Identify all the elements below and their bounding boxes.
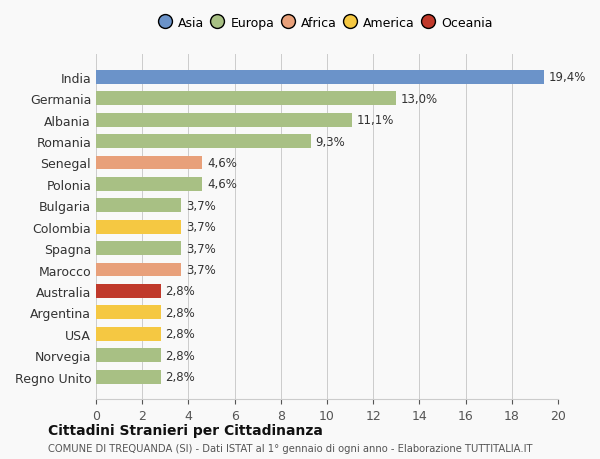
Legend: Asia, Europa, Africa, America, Oceania: Asia, Europa, Africa, America, Oceania	[162, 17, 492, 29]
Bar	[96, 178, 202, 191]
Text: Cittadini Stranieri per Cittadinanza: Cittadini Stranieri per Cittadinanza	[48, 423, 323, 437]
Bar	[96, 370, 161, 384]
Text: 3,7%: 3,7%	[186, 221, 216, 234]
Bar	[96, 306, 161, 319]
Text: 2,8%: 2,8%	[166, 370, 195, 383]
Text: COMUNE DI TREQUANDA (SI) - Dati ISTAT al 1° gennaio di ogni anno - Elaborazione : COMUNE DI TREQUANDA (SI) - Dati ISTAT al…	[48, 443, 533, 453]
Text: 2,8%: 2,8%	[166, 306, 195, 319]
Bar	[96, 220, 181, 234]
Text: 2,8%: 2,8%	[166, 349, 195, 362]
Bar	[96, 263, 181, 277]
Bar	[96, 327, 161, 341]
Text: 2,8%: 2,8%	[166, 328, 195, 341]
Bar	[96, 156, 202, 170]
Bar	[96, 348, 161, 362]
Text: 13,0%: 13,0%	[401, 93, 438, 106]
Text: 11,1%: 11,1%	[357, 114, 394, 127]
Bar	[96, 241, 181, 256]
Bar	[96, 135, 311, 149]
Bar	[96, 71, 544, 84]
Bar	[96, 199, 181, 213]
Bar	[96, 284, 161, 298]
Text: 9,3%: 9,3%	[316, 135, 345, 148]
Text: 19,4%: 19,4%	[549, 71, 586, 84]
Text: 3,7%: 3,7%	[186, 263, 216, 276]
Text: 3,7%: 3,7%	[186, 199, 216, 213]
Text: 2,8%: 2,8%	[166, 285, 195, 298]
Text: 4,6%: 4,6%	[207, 178, 237, 191]
Bar	[96, 92, 397, 106]
Text: 3,7%: 3,7%	[186, 242, 216, 255]
Text: 4,6%: 4,6%	[207, 157, 237, 170]
Bar	[96, 113, 352, 127]
